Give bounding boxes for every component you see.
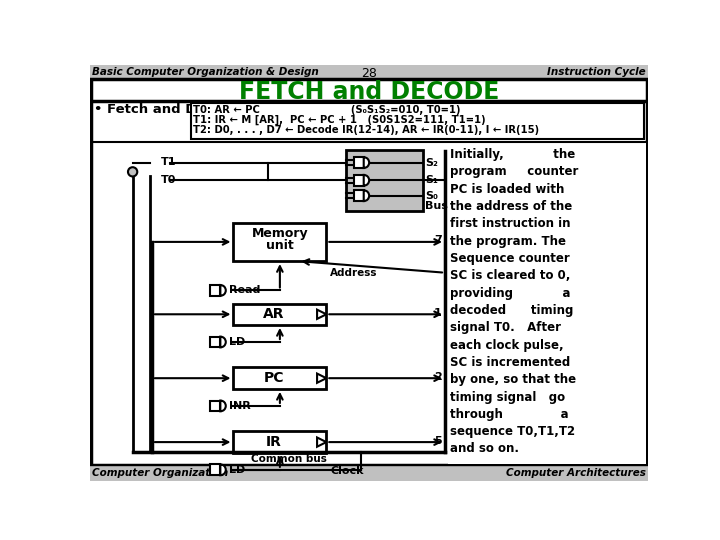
Text: PC: PC [264,371,284,385]
Text: 28: 28 [361,67,377,80]
Text: Address: Address [330,268,378,278]
Text: decoded      timing: decoded timing [449,304,573,317]
Polygon shape [317,437,326,447]
Text: S₂: S₂ [425,158,438,167]
Text: 2: 2 [434,372,442,382]
Text: 7: 7 [434,235,442,245]
Text: T1: T1 [161,157,177,167]
Text: Sequence counter: Sequence counter [449,252,570,265]
Wedge shape [364,175,369,186]
Bar [448,143,647,464]
Bar [233,222,326,261]
Text: INR: INR [229,401,251,411]
Wedge shape [364,157,369,168]
Text: S₁: S₁ [425,176,438,185]
Bar [90,465,648,482]
Text: each clock pulse,: each clock pulse, [449,339,563,352]
Text: Clock: Clock [330,467,364,476]
Text: • Fetch and Decode: • Fetch and Decode [94,103,241,116]
Text: T1: IR ← M [AR],  PC ← PC + 1   (S0S1S2=111, T1=1): T1: IR ← M [AR], PC ← PC + 1 (S0S1S2=111… [193,115,486,125]
Text: the program. The: the program. The [449,234,566,247]
FancyBboxPatch shape [210,336,220,347]
Bar [233,303,326,325]
Text: Instruction Cycle: Instruction Cycle [547,67,646,77]
FancyBboxPatch shape [354,175,364,186]
Wedge shape [220,336,226,347]
Bar [346,150,423,211]
Text: and so on.: and so on. [449,442,518,455]
Text: unit: unit [266,239,294,252]
Text: Common bus: Common bus [251,455,327,464]
FancyBboxPatch shape [354,157,364,168]
Text: Computer Architectures: Computer Architectures [506,468,646,477]
Text: first instruction in: first instruction in [449,217,570,230]
Text: SC is cleared to 0,: SC is cleared to 0, [449,269,570,282]
Wedge shape [220,285,226,296]
Bar [233,367,326,389]
Text: timing signal   go: timing signal go [449,390,564,403]
Text: FETCH and DECODE: FETCH and DECODE [239,80,499,104]
Text: signal T0.   After: signal T0. After [449,321,561,334]
Text: Computer Organization: Computer Organization [92,468,228,477]
FancyBboxPatch shape [210,401,220,411]
Text: Bus: Bus [425,201,448,212]
Text: 1: 1 [434,308,442,318]
Text: providing            a: providing a [449,287,570,300]
FancyBboxPatch shape [354,190,364,201]
Text: Basic Computer Organization & Design: Basic Computer Organization & Design [92,67,319,77]
Circle shape [128,167,138,177]
Text: program     counter: program counter [449,165,578,178]
Text: Read: Read [229,286,260,295]
FancyBboxPatch shape [210,464,220,475]
Text: IR: IR [266,435,282,449]
Bar [90,65,648,79]
Text: AR: AR [263,307,284,321]
Wedge shape [364,190,369,201]
Polygon shape [317,374,326,383]
Text: S₀: S₀ [425,191,438,201]
Text: Initially,            the: Initially, the [449,148,575,161]
Text: SC is incremented: SC is incremented [449,356,570,369]
Text: sequence T0,T1,T2: sequence T0,T1,T2 [449,425,575,438]
Text: T2: D0, . . . , D7 ← Decode IR(12-14), AR ← IR(0-11), I ← IR(15): T2: D0, . . . , D7 ← Decode IR(12-14), A… [193,125,539,135]
Text: LD: LD [229,337,245,347]
Bar [233,431,326,453]
Wedge shape [220,401,226,411]
Text: Memory: Memory [251,227,308,240]
Text: LD: LD [229,465,245,475]
Text: T0: AR ← PC                          (S₀S₁S₂=010, T0=1): T0: AR ← PC (S₀S₁S₂=010, T0=1) [193,105,461,115]
Text: PC is loaded with: PC is loaded with [449,183,564,195]
Bar [191,103,644,139]
Wedge shape [220,464,226,475]
Polygon shape [317,309,326,319]
Text: by one, so that the: by one, so that the [449,373,576,386]
FancyBboxPatch shape [210,285,220,296]
Text: T0: T0 [161,174,176,185]
Text: through              a: through a [449,408,568,421]
Text: 5: 5 [434,436,442,446]
Text: the address of the: the address of the [449,200,572,213]
